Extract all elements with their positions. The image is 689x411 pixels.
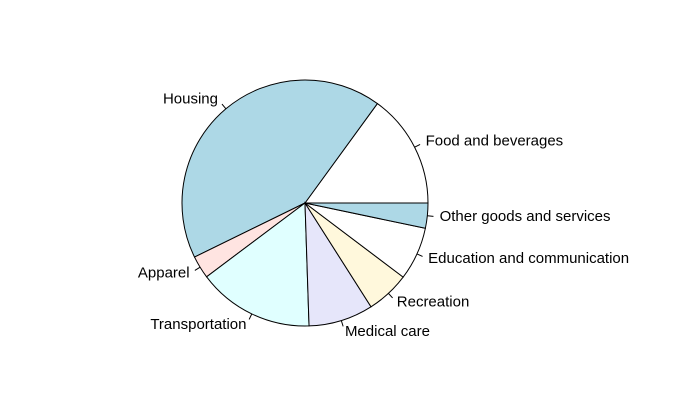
label-line xyxy=(427,215,434,217)
slice-label: Recreation xyxy=(397,293,470,310)
slice-label: Housing xyxy=(163,90,218,107)
pie-slice xyxy=(304,102,429,204)
label-line xyxy=(194,266,201,271)
label-line xyxy=(388,293,393,299)
slice-label: Food and beverages xyxy=(426,133,564,150)
label-line xyxy=(340,320,344,327)
pie-slice xyxy=(205,202,310,327)
label-line xyxy=(221,103,227,110)
slice-label: Medical care xyxy=(345,323,430,340)
label-line xyxy=(414,143,421,148)
pie-slice xyxy=(181,79,379,258)
slice-label: Apparel xyxy=(138,265,190,282)
slice-label: Transportation xyxy=(150,316,246,333)
slice-label: Education and communication xyxy=(428,250,629,267)
label-line xyxy=(416,253,423,257)
slice-label: Other goods and services xyxy=(440,208,611,225)
label-line xyxy=(248,313,253,320)
